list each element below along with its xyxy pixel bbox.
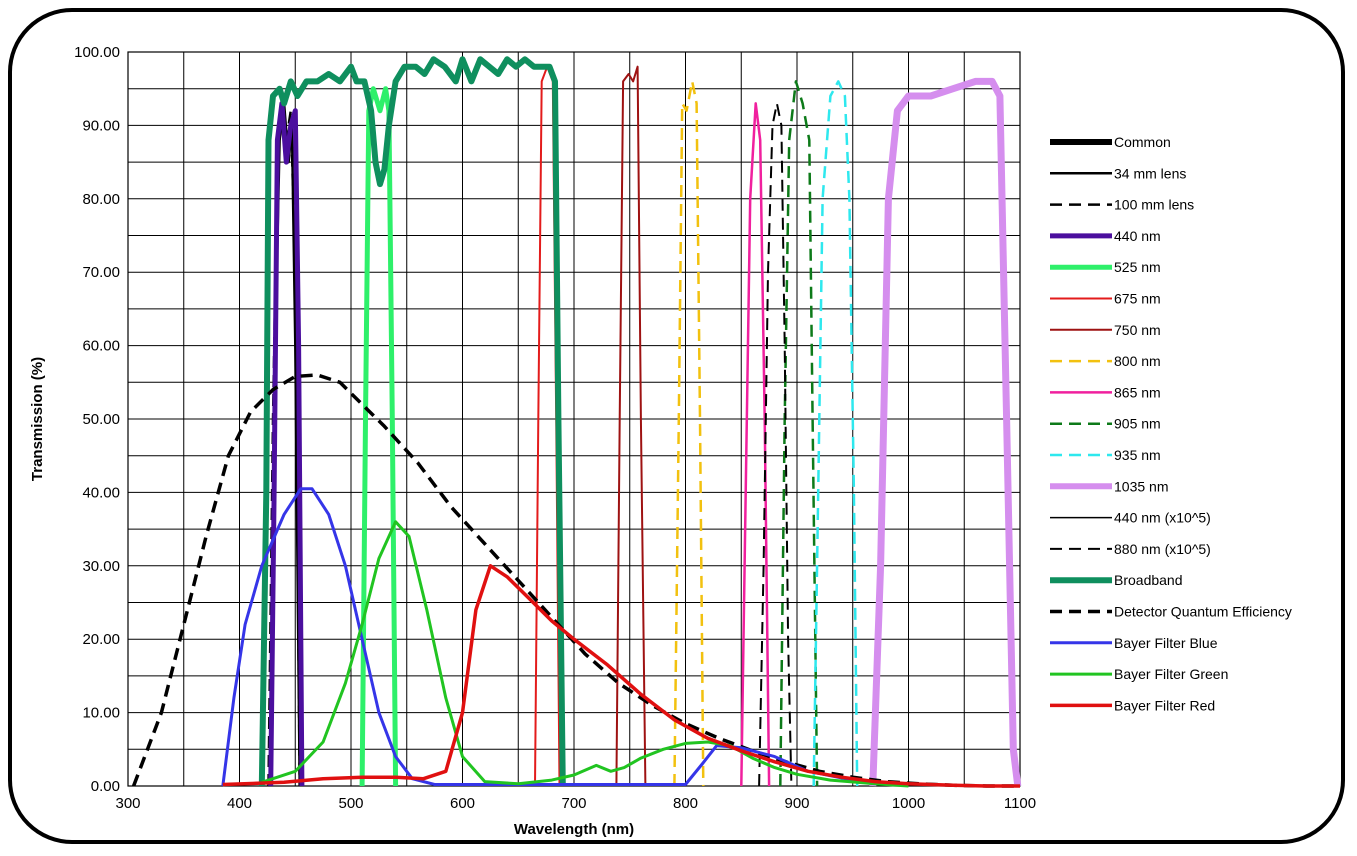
series-line-440-nm [268,100,305,787]
tick-labels: 300 400 500 600 700 800 900 1000 1100 0.00 10.00 20… [74,44,1036,812]
x-axis-label: Wavelength (nm) [514,821,634,838]
y-tick-label: 0.00 [91,778,120,795]
y-tick-label: 40.00 [82,484,120,501]
x-tick-label: 400 [227,795,252,812]
legend-label: 440 nm (x10^5) [1114,510,1211,526]
y-tick-label: 10.00 [82,705,120,722]
series-line-bayer-filter-blue [221,487,909,787]
legend-label: 525 nm [1114,259,1161,275]
x-tick-label: 700 [561,795,586,812]
y-tick-label: 100.00 [74,44,120,61]
series-line-905-nm [779,80,819,787]
legend: Common 34 mm lens 100 mm lens 440 nm 525 nm 6… [1050,134,1292,713]
x-tick-label: 800 [673,795,698,812]
y-tick-label: 30.00 [82,558,120,575]
x-tick-label: 1000 [892,795,925,812]
y-axis-label: Transmission (%) [29,357,46,481]
legend-label: Common [1114,134,1171,150]
legend-label: Bayer Filter Blue [1114,635,1218,651]
legend-label: 675 nm [1114,291,1161,307]
series-lines [131,56,1022,788]
legend-label: 800 nm [1114,353,1161,369]
series-line-750-nm [615,65,647,787]
legend-label: Broadband [1114,572,1183,588]
legend-label: Bayer Filter Red [1114,697,1215,713]
series-line-800-nm [673,80,705,787]
y-tick-label: 20.00 [82,631,120,648]
y-tick-label: 80.00 [82,191,120,208]
x-tick-label: 500 [338,795,363,812]
series-line-bayer-filter-green [261,520,909,788]
series-line-bayer-filter-red [222,564,1020,788]
x-tick-label: 600 [450,795,475,812]
series-line-865-nm [740,102,771,787]
legend-label: 440 nm [1114,228,1161,244]
y-tick-label: 90.00 [82,117,120,134]
series-line-525-nm [359,86,399,787]
legend-label: Bayer Filter Green [1114,666,1228,682]
legend-label: 1035 nm [1114,478,1168,494]
series-line-broadband [258,56,566,787]
x-tick-label: 1100 [1004,795,1036,812]
x-tick-label: 300 [115,795,140,812]
legend-label: 935 nm [1114,447,1161,463]
legend-label: 100 mm lens [1114,197,1194,213]
legend-label: 905 nm [1114,416,1161,432]
y-tick-label: 60.00 [82,338,120,355]
legend-label: Detector Quantum Efficiency [1114,604,1292,620]
series-line-880-nm-x10-5- [758,102,793,787]
y-tick-label: 50.00 [82,411,120,428]
legend-label: 750 nm [1114,322,1161,338]
legend-label: 34 mm lens [1114,165,1186,181]
legend-label: 880 nm (x10^5) [1114,541,1211,557]
series-line-1035-nm [869,77,1022,787]
x-tick-label: 900 [784,795,809,812]
series-line-935-nm [812,80,859,787]
y-tick-label: 70.00 [82,264,120,281]
legend-label: 865 nm [1114,384,1161,400]
